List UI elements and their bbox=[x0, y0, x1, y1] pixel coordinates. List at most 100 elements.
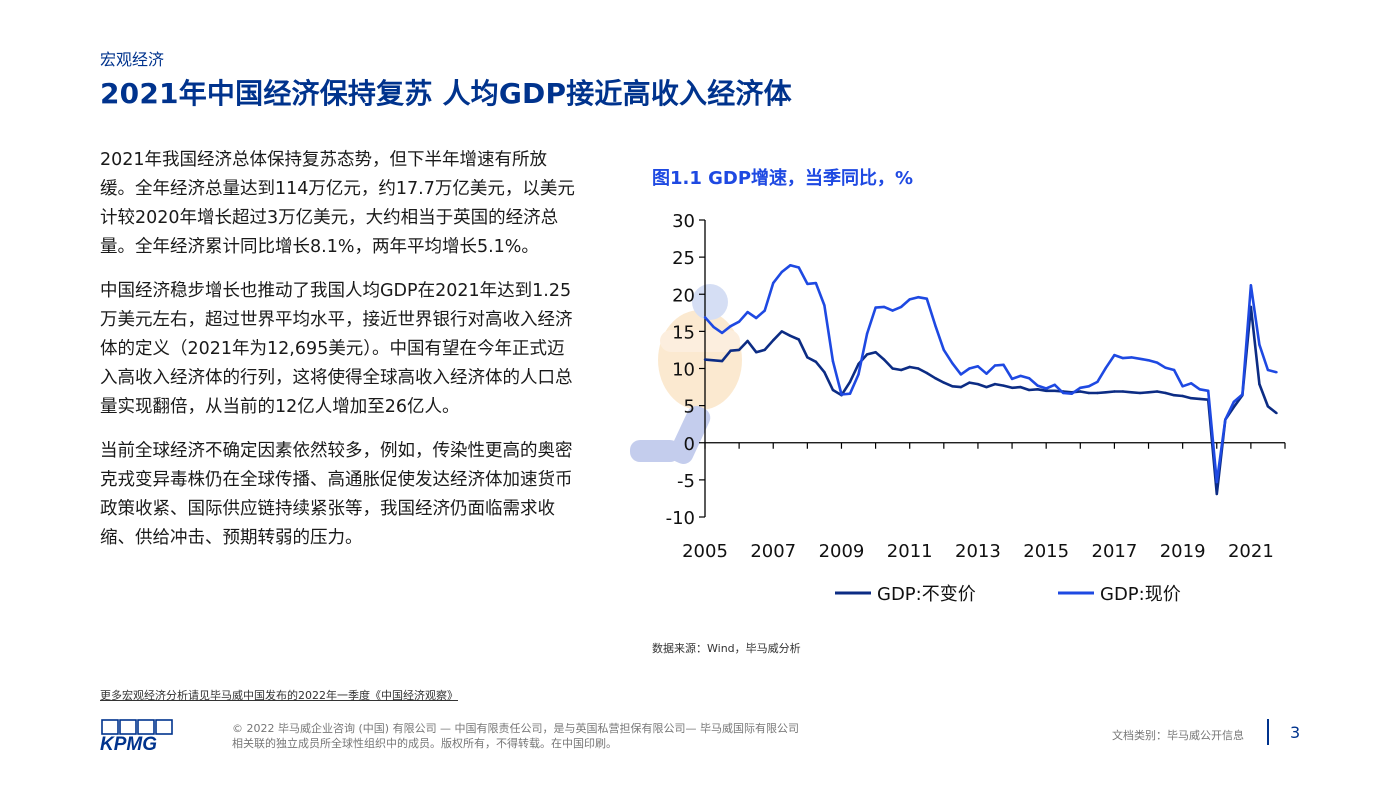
series-point-0 bbox=[1198, 397, 1201, 401]
series-point-1 bbox=[1062, 391, 1065, 395]
series-point-0 bbox=[1036, 388, 1039, 391]
more-analysis-link[interactable]: 更多宏观经济分析请见毕马威中国发布的2022年一季度《中国经济观察》 bbox=[100, 689, 458, 702]
series-point-1 bbox=[908, 298, 911, 301]
kpmg-logo: KPMG bbox=[100, 719, 173, 753]
series-point-0 bbox=[882, 358, 886, 361]
series-point-0 bbox=[780, 330, 783, 333]
series-point-1 bbox=[1164, 366, 1167, 369]
series-point-1 bbox=[814, 281, 818, 285]
series-point-1 bbox=[1002, 363, 1005, 366]
series-point-1 bbox=[985, 372, 988, 375]
series-point-1 bbox=[1258, 343, 1261, 346]
series-point-1 bbox=[729, 325, 732, 328]
body-text: 2021年我国经济总体保持复苏态势，但下半年增速有所放缓。全年经济总量达到114… bbox=[100, 146, 580, 568]
series-point-1 bbox=[1232, 400, 1235, 404]
y-tick-label: 20 bbox=[672, 285, 695, 306]
legend-label-1: GDP:现价 bbox=[1100, 584, 1181, 605]
series-point-1 bbox=[823, 304, 826, 307]
series-point-0 bbox=[1215, 492, 1218, 496]
y-tick-label: -10 bbox=[666, 508, 695, 529]
y-tick-label: 10 bbox=[672, 360, 695, 381]
series-line-1 bbox=[704, 264, 1277, 484]
series-point-1 bbox=[763, 309, 766, 312]
series-point-1 bbox=[925, 297, 928, 300]
series-point-1 bbox=[951, 362, 954, 365]
series-point-1 bbox=[1045, 387, 1048, 390]
series-point-0 bbox=[729, 349, 732, 352]
series-point-1 bbox=[789, 264, 792, 267]
y-tick-label: 0 bbox=[684, 434, 695, 455]
series-point-1 bbox=[703, 316, 707, 319]
series-point-0 bbox=[968, 381, 971, 384]
x-tick-label: 2011 bbox=[887, 541, 933, 562]
series-point-0 bbox=[925, 371, 928, 375]
series-point-0 bbox=[1121, 390, 1125, 393]
series-point-0 bbox=[806, 356, 809, 359]
series-point-1 bbox=[831, 359, 835, 363]
series-point-1 bbox=[1249, 284, 1253, 287]
kpmg-logo-text: KPMG bbox=[100, 734, 157, 753]
series-point-0 bbox=[746, 339, 749, 343]
y-tick-label: 25 bbox=[672, 248, 695, 269]
mascot-leg bbox=[669, 406, 711, 464]
series-point-0 bbox=[900, 368, 903, 372]
series-point-1 bbox=[737, 320, 741, 323]
series-point-0 bbox=[1079, 390, 1082, 393]
series-point-0 bbox=[1087, 391, 1090, 395]
kpmg-logo-boxes bbox=[101, 719, 173, 735]
series-point-0 bbox=[1190, 397, 1193, 400]
x-tick-label: 2005 bbox=[682, 541, 728, 562]
mascot-arm bbox=[660, 330, 740, 352]
series-point-1 bbox=[993, 364, 997, 367]
series-point-0 bbox=[959, 385, 963, 389]
mascot-leg-2 bbox=[630, 440, 680, 462]
series-point-1 bbox=[746, 310, 749, 314]
series-point-1 bbox=[797, 266, 800, 269]
series-point-0 bbox=[1130, 391, 1133, 394]
series-point-1 bbox=[1070, 392, 1073, 395]
data-source: 数据来源：Wind，毕马威分析 bbox=[652, 642, 801, 655]
series-point-0 bbox=[1155, 390, 1159, 393]
series-point-1 bbox=[806, 282, 809, 286]
series-point-0 bbox=[917, 367, 920, 370]
series-point-1 bbox=[976, 365, 980, 368]
series-point-0 bbox=[1138, 391, 1142, 395]
series-point-0 bbox=[755, 351, 758, 354]
series-point-1 bbox=[1224, 418, 1227, 421]
series-point-0 bbox=[1010, 386, 1014, 389]
legend-label-0: GDP:不变价 bbox=[877, 584, 976, 605]
series-point-1 bbox=[1079, 386, 1082, 389]
series-point-1 bbox=[1275, 371, 1278, 374]
series-point-1 bbox=[1113, 353, 1116, 357]
series-point-1 bbox=[942, 348, 945, 352]
series-point-1 bbox=[1087, 385, 1090, 388]
series-point-1 bbox=[891, 309, 894, 312]
series-point-1 bbox=[1010, 377, 1014, 381]
series-point-1 bbox=[1121, 356, 1125, 360]
series-point-0 bbox=[891, 367, 894, 370]
footer-divider bbox=[1267, 719, 1269, 745]
series-point-1 bbox=[865, 332, 869, 335]
series-point-1 bbox=[1053, 383, 1056, 386]
series-point-1 bbox=[720, 331, 724, 335]
section-kicker: 宏观经济 bbox=[100, 50, 165, 69]
series-point-1 bbox=[1019, 374, 1022, 378]
series-point-1 bbox=[1130, 356, 1133, 359]
mascot-body bbox=[658, 310, 742, 410]
x-tick-label: 2019 bbox=[1160, 541, 1206, 562]
series-point-1 bbox=[857, 373, 860, 376]
series-point-0 bbox=[951, 385, 954, 388]
series-point-1 bbox=[1266, 368, 1270, 372]
series-point-0 bbox=[1104, 391, 1108, 394]
series-point-0 bbox=[720, 359, 724, 363]
series-point-0 bbox=[942, 381, 945, 384]
series-point-1 bbox=[755, 316, 758, 320]
series-point-0 bbox=[737, 348, 741, 352]
series-point-1 bbox=[1172, 368, 1176, 372]
copyright-notice: © 2022 毕马威企业咨询 (中国) 有限公司 — 中国有限责任公司，是与英国… bbox=[232, 721, 832, 751]
document-classification: 文档类别：毕马威公开信息 bbox=[1112, 729, 1244, 742]
series-point-0 bbox=[993, 382, 997, 386]
x-tick-label: 2021 bbox=[1228, 541, 1274, 562]
